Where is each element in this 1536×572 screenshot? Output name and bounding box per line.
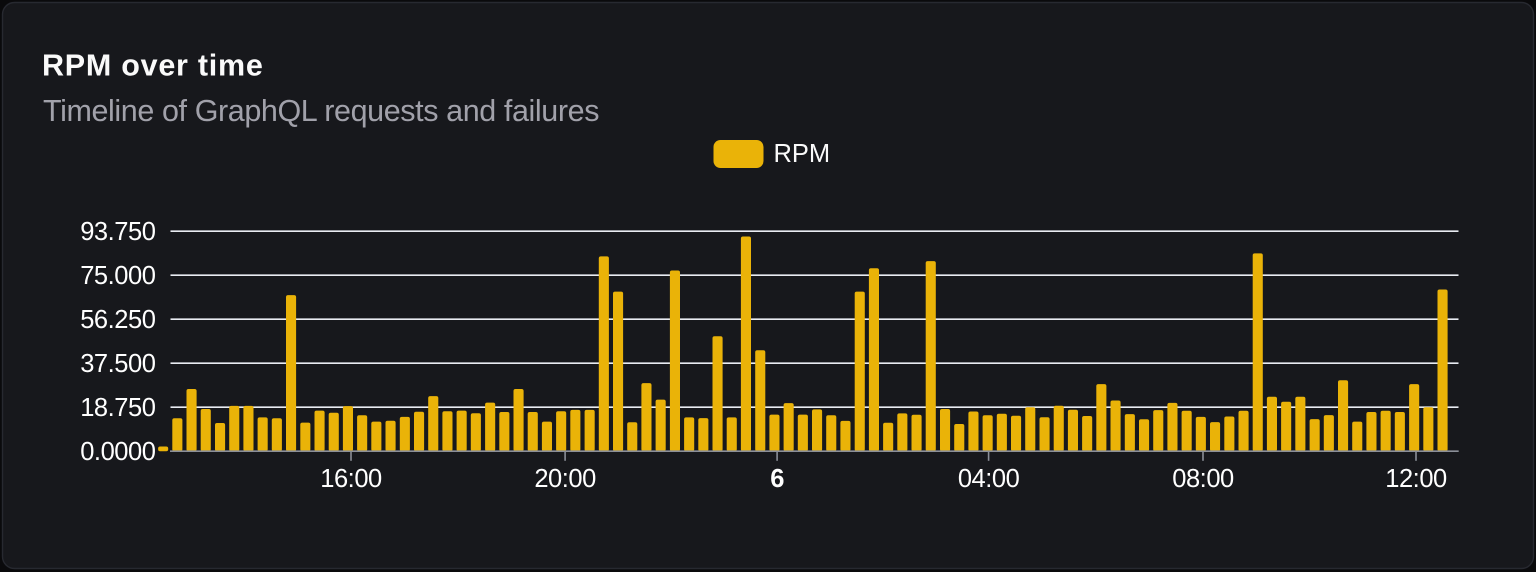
svg-text:75.000: 75.000	[80, 262, 156, 290]
svg-text:0.0000: 0.0000	[80, 438, 156, 466]
svg-text:56.250: 56.250	[80, 306, 156, 334]
svg-text:20:00: 20:00	[534, 465, 596, 493]
svg-text:6: 6	[770, 465, 784, 493]
svg-text:18.750: 18.750	[80, 394, 156, 422]
svg-text:08:00: 08:00	[1172, 465, 1234, 493]
svg-text:Timeline of GraphQL requests a: Timeline of GraphQL requests and failure…	[43, 94, 599, 128]
svg-text:04:00: 04:00	[958, 465, 1020, 493]
svg-text:RPM: RPM	[774, 140, 831, 168]
svg-text:37.500: 37.500	[80, 350, 156, 378]
svg-text:93.750: 93.750	[80, 218, 156, 246]
svg-text:12:00: 12:00	[1385, 465, 1447, 493]
svg-text:16:00: 16:00	[320, 465, 382, 493]
svg-text:RPM over time: RPM over time	[42, 49, 264, 83]
